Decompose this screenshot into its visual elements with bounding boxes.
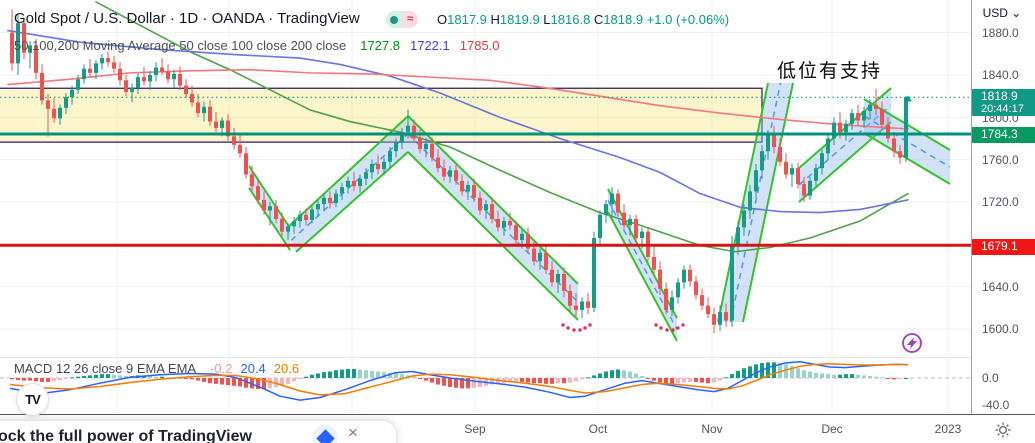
price-axis-label: 1840.0 (982, 68, 1019, 82)
open-label: O (437, 12, 448, 27)
open-value: 1817.9 (447, 12, 487, 27)
price-axis-label: 0.0 (982, 371, 999, 385)
time-axis-label: Sep (464, 422, 486, 436)
macd-signal-value: 20.6 (273, 361, 300, 376)
ohlc-readout: O1817.9 H1819.9 L1816.8 C1818.9 +1.0 (+0… (437, 12, 729, 27)
macd-hist-value: -0.2 (210, 361, 233, 376)
close-value: 1818.9 (603, 12, 644, 27)
price-axis-label: 1600.0 (982, 322, 1019, 336)
time-axis-label: Dec (821, 422, 843, 436)
high-value: 1819.9 (499, 12, 540, 27)
ma50-value: 1727.8 (360, 38, 400, 53)
chinese-annotation: 低位有支持 (777, 61, 883, 82)
market-status-pill[interactable]: ≈ (386, 11, 418, 28)
low-value: 1816.8 (550, 12, 591, 27)
price-axis-label: 1720.0 (982, 195, 1019, 209)
symbol-title[interactable]: Gold Spot / U.S. Dollar · 1D · OANDA · T… (14, 10, 360, 27)
time-axis-label: Oct (588, 422, 608, 436)
delayed-data-icon: ≈ (402, 11, 418, 28)
banner-text: ock the full power of TradingView (0, 428, 252, 443)
price-badge: 1818.9 20:44:17 (972, 89, 1035, 116)
promo-banner[interactable]: ock the full power of TradingView × (0, 421, 396, 443)
banner-close-button[interactable]: × (348, 423, 358, 442)
ma100-value: 1722.1 (409, 38, 450, 53)
macd-line-value: 20.4 (240, 361, 266, 376)
time-axis-label: 2023 (934, 422, 962, 436)
lightning-button[interactable] (902, 333, 922, 353)
price-badge: 1784.3 (972, 127, 1035, 143)
price-axis-label: -40.0 (982, 398, 1010, 412)
price-badge: 1679.1 (972, 239, 1035, 255)
close-label: C (593, 12, 604, 27)
time-axis-label: Nov (701, 422, 723, 436)
ma200-value: 1785.0 (459, 38, 500, 53)
low-label: L (543, 12, 551, 27)
macd-indicator-legend[interactable]: MACD 12 26 close 9 EMA EMA -0.2 20.4 20.6 (14, 361, 299, 376)
price-axis-label: 1640.0 (982, 280, 1019, 294)
change-value: +1.0 (+0.06%) (646, 12, 730, 27)
high-label: H (490, 12, 500, 27)
ma-legend-label: 50,100,200 Moving Average 50 close 100 c… (14, 38, 347, 53)
market-open-dot-icon (390, 15, 398, 24)
price-axis-label: 1760.0 (982, 153, 1019, 167)
price-scale-currency-button[interactable]: USD ⌄ (982, 6, 1022, 20)
price-axis-label: 1880.0 (982, 26, 1019, 40)
time-axis-settings-gear-icon[interactable] (994, 421, 1012, 439)
tradingview-logo[interactable]: TV (16, 383, 49, 416)
ma-indicator-legend[interactable]: 50,100,200 Moving Average 50 close 100 c… (14, 38, 500, 53)
macd-legend-label: MACD 12 26 close 9 EMA EMA (14, 361, 197, 376)
